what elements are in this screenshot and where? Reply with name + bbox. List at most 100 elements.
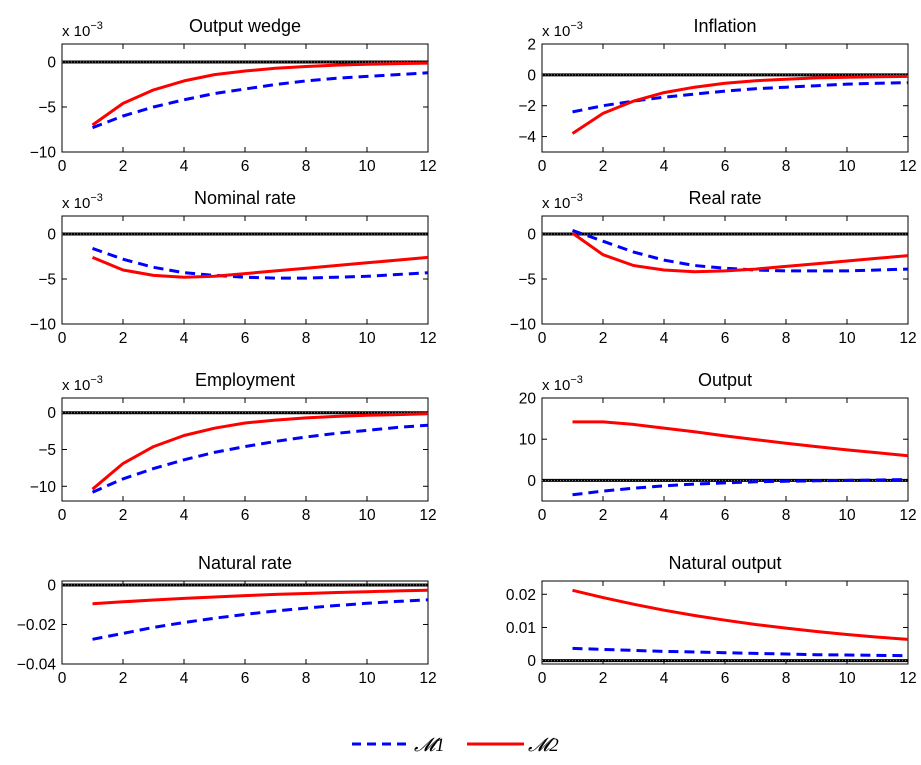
chart-panel: 0 2 4 6 8 10 12 −10 −5 0 Nominal rate x 10−3 bbox=[30, 188, 437, 347]
y-tick-label: 20 bbox=[519, 391, 537, 408]
chart-panel: 0 2 4 6 8 10 12 −10 −5 0 Output wedge x 10−3 bbox=[30, 16, 437, 175]
x-tick-label: 10 bbox=[358, 158, 376, 175]
x-tick-label: 8 bbox=[302, 670, 311, 687]
x-tick-label: 6 bbox=[721, 670, 730, 687]
series-line-m2 bbox=[572, 420, 909, 458]
x-tick-label: 10 bbox=[358, 670, 376, 687]
x-tick-label: 10 bbox=[838, 158, 856, 175]
x-tick-label: 4 bbox=[660, 158, 669, 175]
legend: 𝓜1 𝓜2 bbox=[352, 735, 559, 756]
series-line-m1 bbox=[91, 71, 429, 130]
series-line-m1 bbox=[572, 646, 909, 658]
series-line-m2 bbox=[91, 61, 429, 127]
series-line-m1 bbox=[572, 81, 909, 114]
x-tick-label: 2 bbox=[599, 330, 608, 347]
x-tick-label: 8 bbox=[302, 507, 311, 524]
y-tick-label: −10 bbox=[30, 479, 57, 496]
y-tick-label: 2 bbox=[527, 37, 536, 54]
chart-panel: 0 2 4 6 8 10 12 0 0.01 0.02 Natural output bbox=[506, 553, 917, 687]
x-tick-label: 12 bbox=[899, 670, 916, 687]
panel-title: Output bbox=[698, 370, 752, 390]
x-tick-label: 4 bbox=[660, 507, 669, 524]
series-line-m2 bbox=[91, 412, 429, 491]
x-tick-label: 0 bbox=[58, 507, 67, 524]
x-tick-label: 2 bbox=[599, 158, 608, 175]
panel-title: Output wedge bbox=[189, 16, 301, 36]
y-tick-label: −0.02 bbox=[17, 617, 56, 634]
x-tick-label: 4 bbox=[180, 507, 189, 524]
x-tick-label: 10 bbox=[838, 507, 856, 524]
x-tick-label: 8 bbox=[302, 158, 311, 175]
x-tick-label: 12 bbox=[899, 158, 916, 175]
chart-panel: 0 2 4 6 8 10 12 −10 −5 0 Employment x 10−3 bbox=[30, 370, 437, 524]
scale-label: x 10−3 bbox=[62, 20, 103, 40]
x-tick-label: 2 bbox=[119, 670, 128, 687]
x-tick-label: 6 bbox=[241, 670, 250, 687]
scale-label: x 10−3 bbox=[542, 20, 583, 40]
y-tick-label: −5 bbox=[38, 272, 56, 289]
panel-title: Nominal rate bbox=[194, 188, 296, 208]
x-tick-label: 2 bbox=[119, 330, 128, 347]
x-tick-label: 6 bbox=[721, 507, 730, 524]
plot-area bbox=[61, 215, 429, 325]
x-tick-label: 4 bbox=[180, 670, 189, 687]
y-tick-label: 0 bbox=[527, 227, 536, 244]
x-tick-label: 10 bbox=[358, 507, 376, 524]
scale-label: x 10−3 bbox=[542, 374, 583, 394]
x-tick-label: 10 bbox=[838, 330, 856, 347]
y-tick-label: 0 bbox=[47, 577, 56, 594]
scale-label: x 10−3 bbox=[542, 192, 583, 212]
x-tick-label: 0 bbox=[58, 330, 67, 347]
x-tick-label: 12 bbox=[419, 158, 436, 175]
y-tick-label: 0 bbox=[47, 405, 56, 422]
y-tick-label: 0 bbox=[47, 55, 56, 72]
y-tick-label: −5 bbox=[38, 442, 56, 459]
plot-area bbox=[61, 580, 429, 665]
panel-title: Natural output bbox=[668, 553, 781, 573]
panel-title: Inflation bbox=[693, 16, 756, 36]
series-line-m2 bbox=[571, 231, 909, 274]
series-line-m1 bbox=[92, 598, 429, 641]
x-tick-label: 2 bbox=[119, 158, 128, 175]
x-tick-label: 8 bbox=[782, 330, 791, 347]
y-tick-label: 0 bbox=[527, 653, 536, 670]
y-tick-label: −10 bbox=[30, 317, 57, 334]
scale-label: x 10−3 bbox=[62, 374, 103, 394]
y-tick-label: −4 bbox=[518, 129, 536, 146]
series-line-m1 bbox=[91, 423, 429, 494]
x-tick-label: 8 bbox=[782, 670, 791, 687]
series-line-m1 bbox=[572, 478, 909, 497]
x-tick-label: 4 bbox=[660, 670, 669, 687]
y-tick-label: −10 bbox=[30, 145, 57, 162]
chart-panel: 0 2 4 6 8 10 12 0 10 20 Output x 10−3 bbox=[519, 370, 917, 524]
panel-title: Real rate bbox=[688, 188, 761, 208]
x-tick-label: 4 bbox=[180, 158, 189, 175]
x-tick-label: 6 bbox=[241, 330, 250, 347]
x-tick-label: 0 bbox=[538, 158, 547, 175]
x-tick-label: 12 bbox=[419, 507, 436, 524]
x-tick-label: 8 bbox=[782, 507, 791, 524]
x-tick-label: 2 bbox=[599, 670, 608, 687]
legend-label-m2: 𝓜2 bbox=[528, 735, 559, 756]
series-line-m2 bbox=[571, 74, 909, 135]
x-tick-label: 10 bbox=[358, 330, 376, 347]
chart-panel: 0 2 4 6 8 10 12 −0.04 −0.02 0 Natural rate bbox=[17, 553, 437, 687]
x-tick-label: 0 bbox=[538, 670, 547, 687]
x-tick-label: 12 bbox=[899, 330, 916, 347]
x-tick-label: 12 bbox=[899, 507, 916, 524]
x-tick-label: 4 bbox=[660, 330, 669, 347]
x-tick-label: 8 bbox=[302, 330, 311, 347]
y-tick-label: −5 bbox=[518, 272, 536, 289]
y-tick-label: −2 bbox=[518, 98, 536, 115]
panels: 0 2 4 6 8 10 12 −10 −5 0 Output wedge x 10−3 0 2 4 6 8 10… bbox=[17, 16, 917, 687]
y-tick-label: −0.04 bbox=[17, 657, 57, 674]
y-tick-label: 0 bbox=[527, 67, 536, 84]
x-tick-label: 4 bbox=[180, 330, 189, 347]
series-line-m2 bbox=[91, 255, 429, 279]
y-tick-label: 0 bbox=[47, 227, 56, 244]
y-tick-label: 0.02 bbox=[506, 587, 536, 604]
panel-title: Natural rate bbox=[198, 553, 292, 573]
y-tick-label: −10 bbox=[510, 317, 537, 334]
scale-label: x 10−3 bbox=[62, 192, 103, 212]
